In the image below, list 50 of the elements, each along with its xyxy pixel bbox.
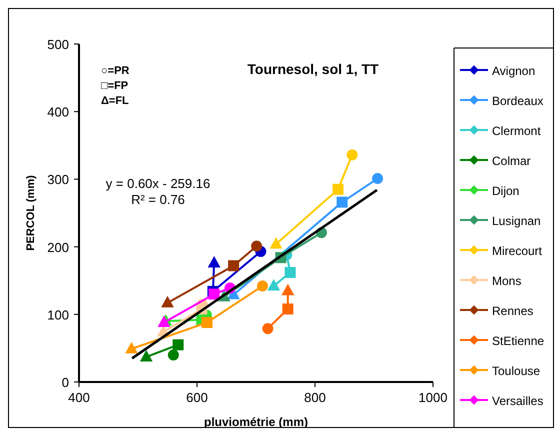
x-tick-label: 1000	[418, 390, 448, 405]
point	[346, 149, 358, 160]
legend-label: Versailles	[492, 394, 544, 408]
legend-label: StEtienne	[492, 334, 544, 348]
point	[262, 323, 274, 334]
point	[208, 288, 220, 300]
point	[208, 256, 220, 268]
x-tick-label: 800	[304, 390, 326, 405]
point	[282, 303, 294, 314]
y-tick-label: 200	[47, 240, 69, 255]
point	[140, 350, 152, 362]
point	[251, 240, 262, 252]
legend-label: Rennes	[492, 304, 534, 318]
legend-label: Dijon	[492, 184, 520, 198]
point	[372, 173, 384, 184]
point	[172, 339, 184, 350]
legend-label: Toulouse	[492, 364, 540, 378]
point	[332, 184, 344, 195]
annotation: R² = 0.76	[131, 192, 185, 207]
text: Tournesol, sol 1, TT	[247, 61, 380, 77]
x-tick-label: 600	[186, 390, 208, 405]
legend-label: Colmar	[492, 154, 531, 168]
point	[256, 280, 268, 292]
legend-label: Avignon	[492, 64, 536, 78]
y-tick-label: 100	[47, 307, 69, 322]
point	[284, 266, 296, 278]
y-tick-label: 500	[47, 37, 69, 52]
x-tick-label: 400	[68, 390, 90, 405]
point	[336, 196, 348, 208]
y-axis-title: PERCOL (mm)	[25, 174, 37, 251]
point	[228, 260, 240, 272]
point	[126, 342, 138, 354]
legend-label: Lusignan	[492, 214, 541, 228]
point	[162, 296, 174, 308]
y-tick-label: 0	[62, 375, 69, 390]
annotation: y = 0.60x - 259.16	[106, 176, 210, 191]
legend-label: Clermont	[492, 124, 542, 138]
point	[270, 238, 282, 249]
point	[268, 280, 280, 291]
annotation: Δ=FL	[101, 95, 130, 107]
y-tick-label: 300	[47, 172, 69, 188]
legend-label: Bordeaux	[492, 94, 544, 108]
legend-label: Mirecourt	[492, 244, 543, 258]
point	[282, 284, 294, 296]
point	[168, 349, 179, 360]
point	[202, 317, 213, 328]
y-tick-label: 400	[47, 104, 69, 120]
legend-label: Mons	[492, 274, 522, 288]
annotation: ○=PR	[101, 65, 130, 77]
annotation: □=FP	[101, 80, 128, 92]
